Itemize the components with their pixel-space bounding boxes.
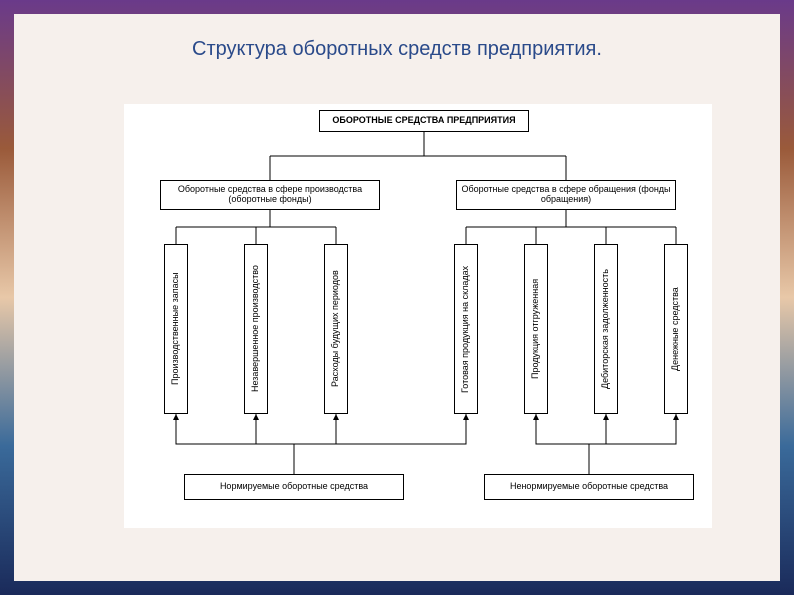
node-root: ОБОРОТНЫЕ СРЕДСТВА ПРЕДПРИЯТИЯ xyxy=(319,110,529,132)
node-v2: Незавершенное производство xyxy=(244,244,268,414)
node-right_group: Оборотные средства в сфере обращения (фо… xyxy=(456,180,676,210)
node-v7: Денежные средства xyxy=(664,244,688,414)
diagram-connectors xyxy=(124,104,712,528)
node-bottom_right: Ненормируемые оборотные средства xyxy=(484,474,694,500)
node-bottom_left: Нормируемые оборотные средства xyxy=(184,474,404,500)
slide-title: Структура оборотных средств предприятия. xyxy=(14,38,780,61)
slide-body: Структура оборотных средств предприятия.… xyxy=(14,14,780,581)
node-v5: Продукция отгруженная xyxy=(524,244,548,414)
node-v1: Производственные запасы xyxy=(164,244,188,414)
slide-frame: Структура оборотных средств предприятия.… xyxy=(0,0,794,595)
node-v3: Расходы будущих периодов xyxy=(324,244,348,414)
node-v6: Дебиторская задолженность xyxy=(594,244,618,414)
diagram-canvas: ОБОРОТНЫЕ СРЕДСТВА ПРЕДПРИЯТИЯ Оборотные … xyxy=(124,104,712,528)
node-v4: Готовая продукция на складах xyxy=(454,244,478,414)
node-left_group: Оборотные средства в сфере производства … xyxy=(160,180,380,210)
